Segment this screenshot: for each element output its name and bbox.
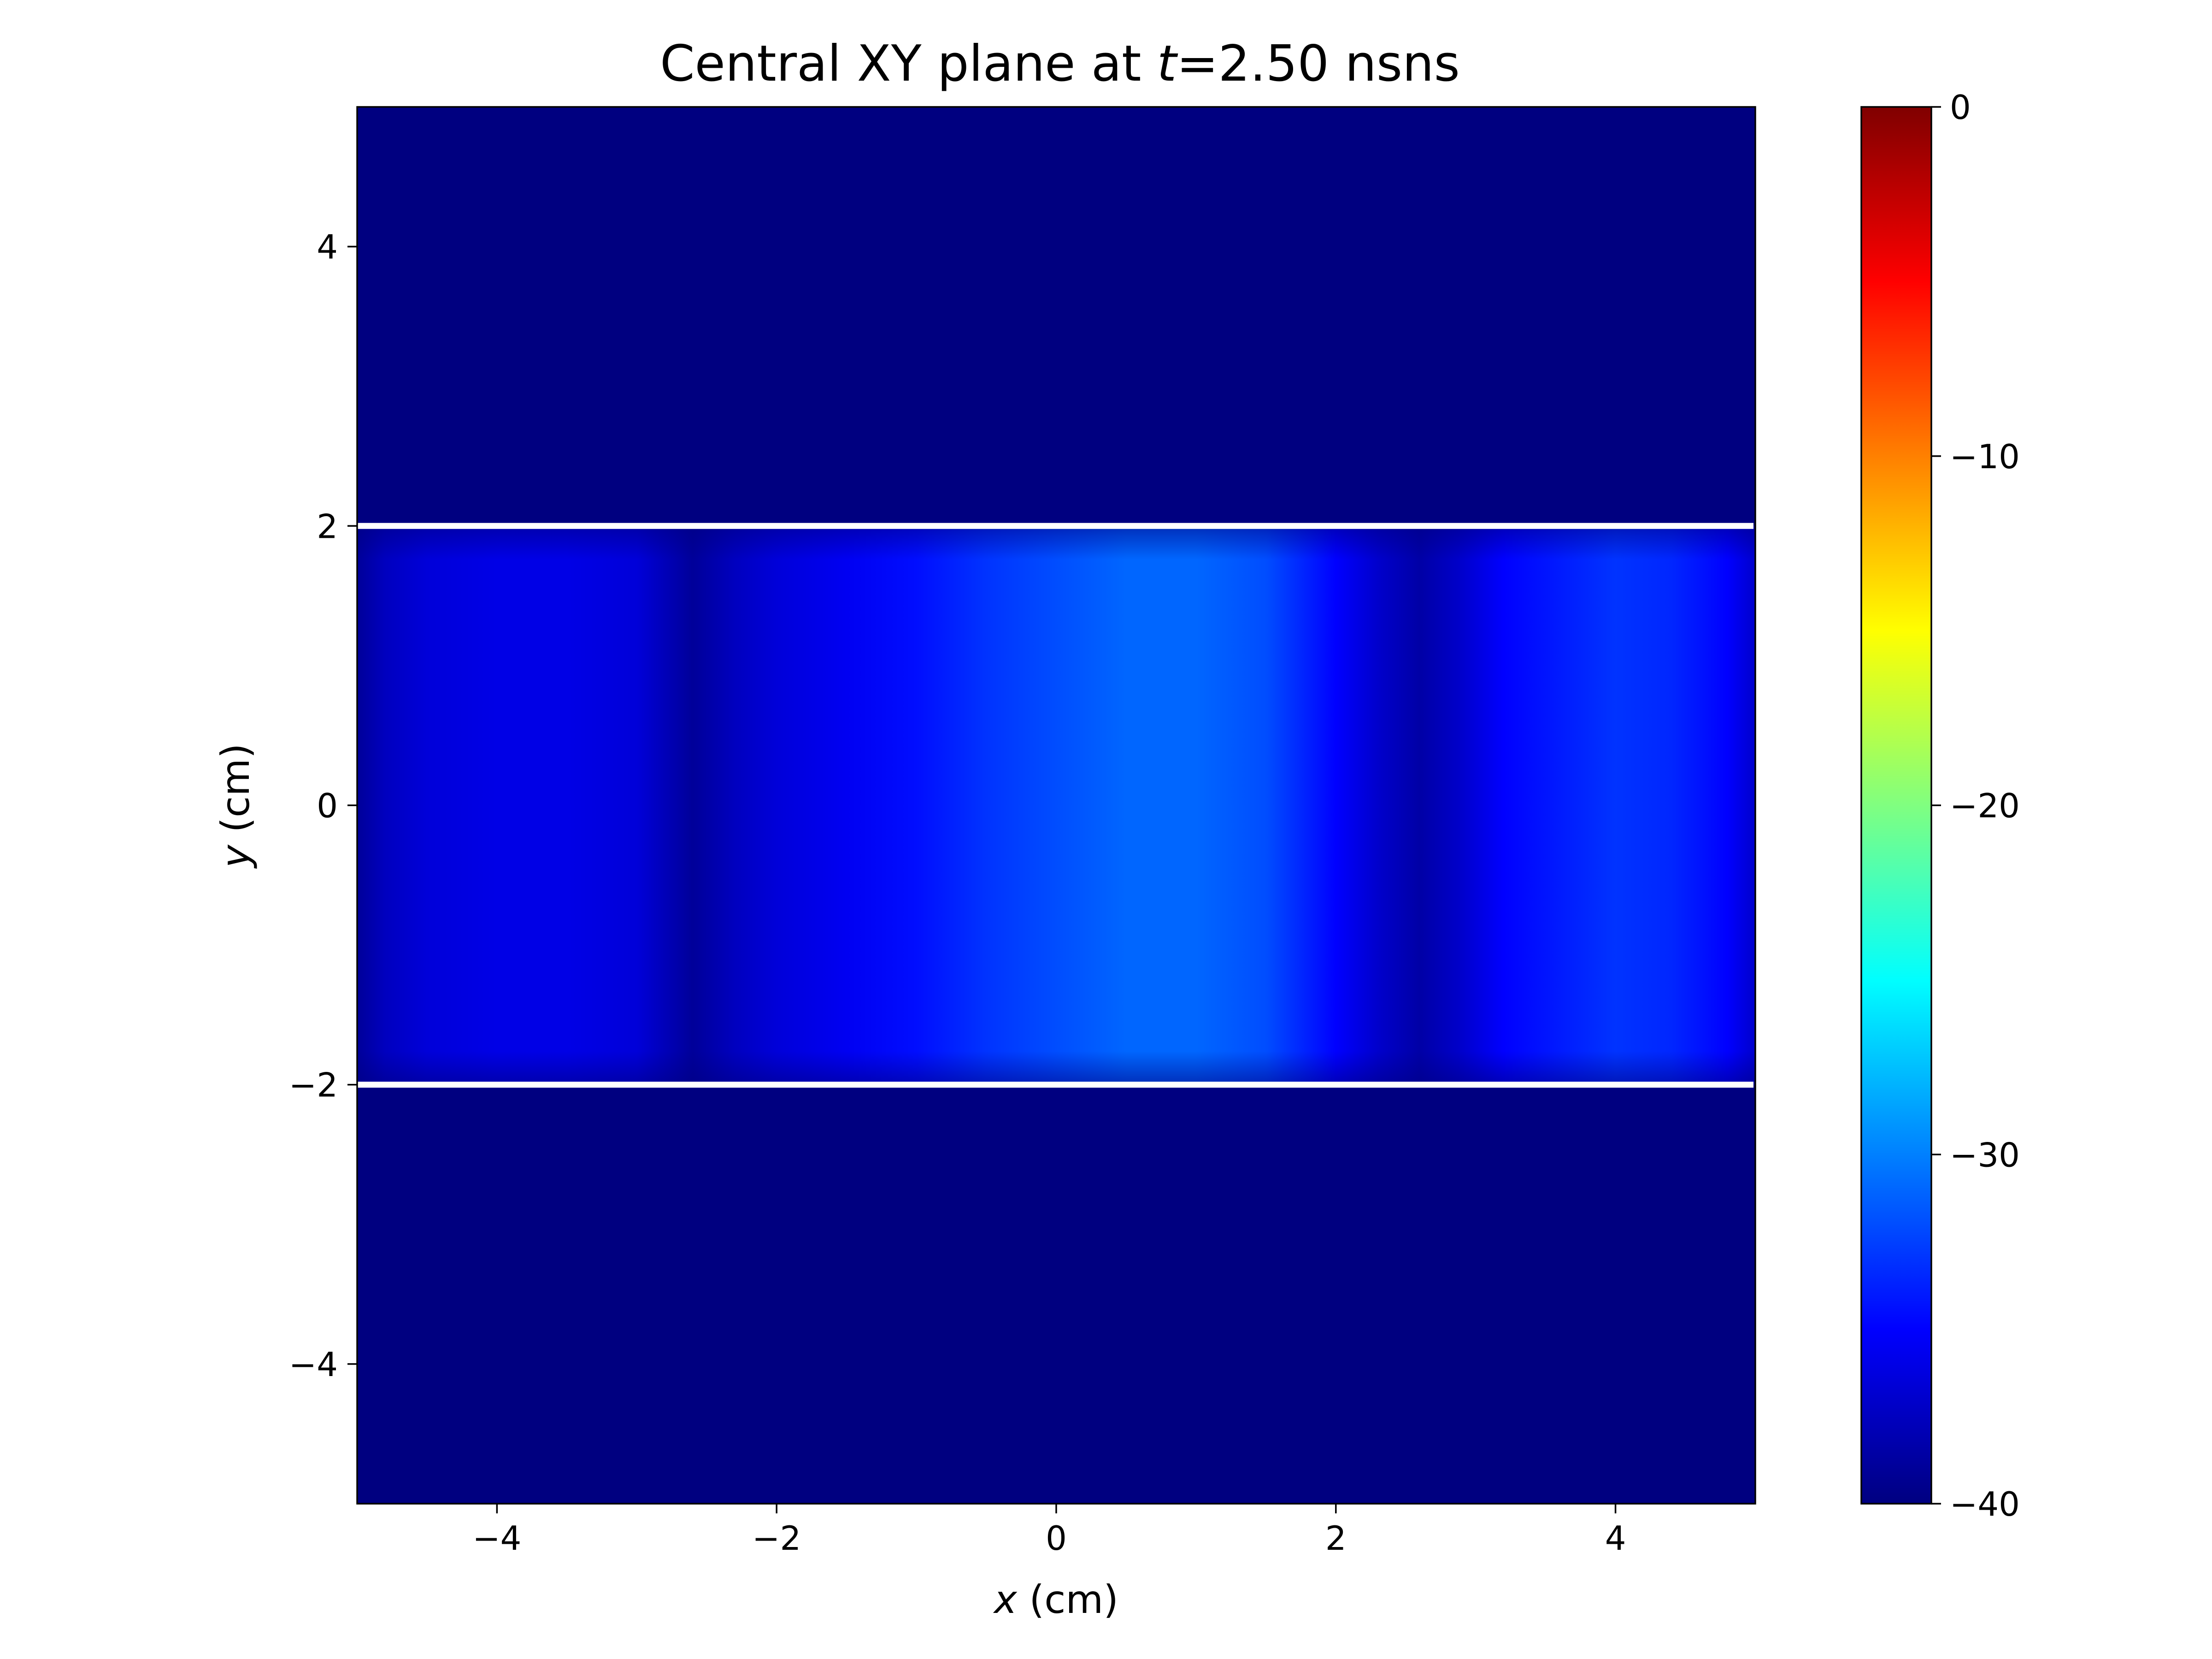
y-tick-label: −4 (289, 1345, 338, 1384)
colorbar-ticks: 0 −10 −20 −30 −40 (1931, 88, 2020, 1524)
x-axis-ticks: −4 −2 0 2 4 (472, 1504, 1626, 1558)
title-variable: t (1157, 35, 1178, 93)
x-axis-variable: x (993, 1577, 1018, 1622)
x-tick-label: 0 (1046, 1519, 1067, 1558)
boundary-lines (357, 523, 1753, 1088)
x-tick-label: −4 (472, 1519, 521, 1558)
y-axis-ticks: −4 −2 0 2 4 (289, 228, 357, 1384)
title-prefix: Central XY plane at (660, 35, 1157, 93)
x-tick-label: 4 (1605, 1519, 1626, 1558)
colorbar-tick-label: −40 (1950, 1485, 2020, 1524)
heatmap-band-edge-shade (357, 526, 1755, 1085)
chart-title: Central XY plane at t=2.50 nsns (660, 35, 1460, 93)
y-tick-label: 4 (317, 228, 338, 266)
colorbar-tick-label: −20 (1950, 787, 2020, 825)
plot-area (356, 106, 1756, 1505)
colorbar-tick-label: −30 (1950, 1135, 2020, 1174)
colorbar-tick-label: 0 (1950, 88, 1971, 127)
colorbar: 0 −10 −20 −30 −40 (1860, 88, 2020, 1524)
x-tick-label: −2 (752, 1519, 801, 1558)
title-suffix: =2.50 nsns (1177, 35, 1460, 93)
y-tick-label: −2 (289, 1066, 338, 1105)
colorbar-tick-label: −10 (1950, 437, 2020, 476)
x-axis-label: x (cm) (993, 1577, 1118, 1622)
colorbar-fill (1861, 107, 1931, 1504)
y-axis-unit: (cm) (213, 743, 258, 845)
y-axis-variable: y (213, 844, 258, 869)
y-tick-label: 0 (317, 787, 338, 825)
x-tick-label: 2 (1325, 1519, 1347, 1558)
y-axis-label: y (cm) (213, 743, 258, 869)
x-axis-unit: (cm) (1017, 1577, 1118, 1622)
y-tick-label: 2 (317, 507, 338, 546)
